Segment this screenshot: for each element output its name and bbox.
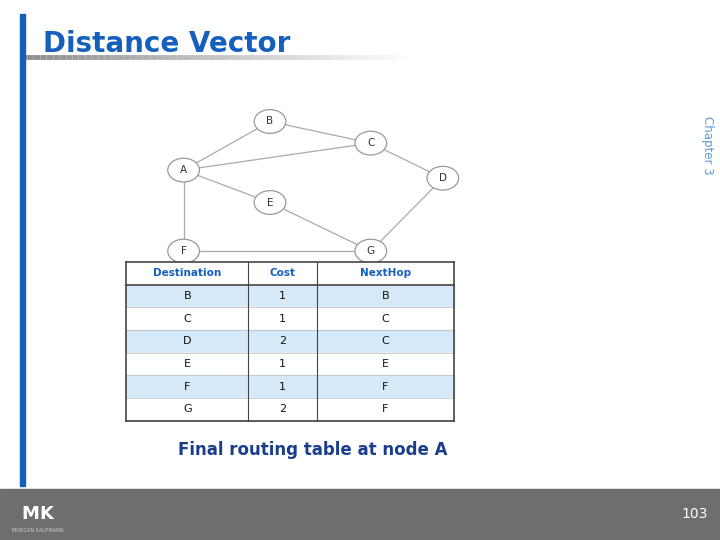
- Text: 1: 1: [279, 314, 286, 323]
- Text: F: F: [382, 404, 388, 414]
- Text: E: E: [382, 359, 389, 369]
- Circle shape: [168, 239, 199, 263]
- Text: B: B: [382, 291, 389, 301]
- Text: D: D: [183, 336, 192, 346]
- Text: B: B: [266, 117, 274, 126]
- Bar: [126, 330, 454, 353]
- Text: 103: 103: [682, 507, 708, 521]
- Text: Distance Vector: Distance Vector: [43, 30, 291, 58]
- Circle shape: [254, 191, 286, 214]
- Text: F: F: [382, 382, 388, 392]
- Circle shape: [427, 166, 459, 190]
- Bar: [126, 353, 454, 375]
- Text: F: F: [184, 382, 190, 392]
- Bar: [126, 398, 454, 421]
- Text: E: E: [266, 198, 274, 207]
- Circle shape: [168, 158, 199, 182]
- Bar: [126, 375, 454, 398]
- Text: MORGAN KAUFMANN: MORGAN KAUFMANN: [12, 528, 64, 533]
- Text: E: E: [184, 359, 191, 369]
- Bar: [126, 307, 454, 330]
- Text: Cost: Cost: [269, 268, 296, 278]
- Circle shape: [355, 239, 387, 263]
- Bar: [0, 489, 720, 540]
- Text: Final routing table at node A: Final routing table at node A: [179, 441, 448, 460]
- Text: M: M: [22, 505, 39, 523]
- Text: B: B: [184, 291, 191, 301]
- Text: 1: 1: [279, 291, 286, 301]
- Text: C: C: [382, 336, 389, 346]
- Text: Destination: Destination: [153, 268, 221, 278]
- Text: C: C: [382, 314, 389, 323]
- Text: 1: 1: [279, 359, 286, 369]
- Bar: [126, 285, 454, 307]
- Text: NextHop: NextHop: [359, 268, 411, 278]
- Circle shape: [355, 131, 387, 155]
- Text: 2: 2: [279, 336, 286, 346]
- Circle shape: [254, 110, 286, 133]
- Text: 2: 2: [279, 404, 286, 414]
- Text: G: G: [183, 404, 192, 414]
- Text: G: G: [366, 246, 375, 256]
- Text: C: C: [184, 314, 191, 323]
- Text: F: F: [181, 246, 186, 256]
- Bar: [126, 262, 454, 285]
- Text: 1: 1: [279, 382, 286, 392]
- Text: A: A: [180, 165, 187, 175]
- Text: Chapter 3: Chapter 3: [701, 117, 714, 175]
- Text: D: D: [438, 173, 447, 183]
- Text: C: C: [367, 138, 374, 148]
- Text: K: K: [39, 505, 53, 523]
- Bar: [20, 14, 25, 486]
